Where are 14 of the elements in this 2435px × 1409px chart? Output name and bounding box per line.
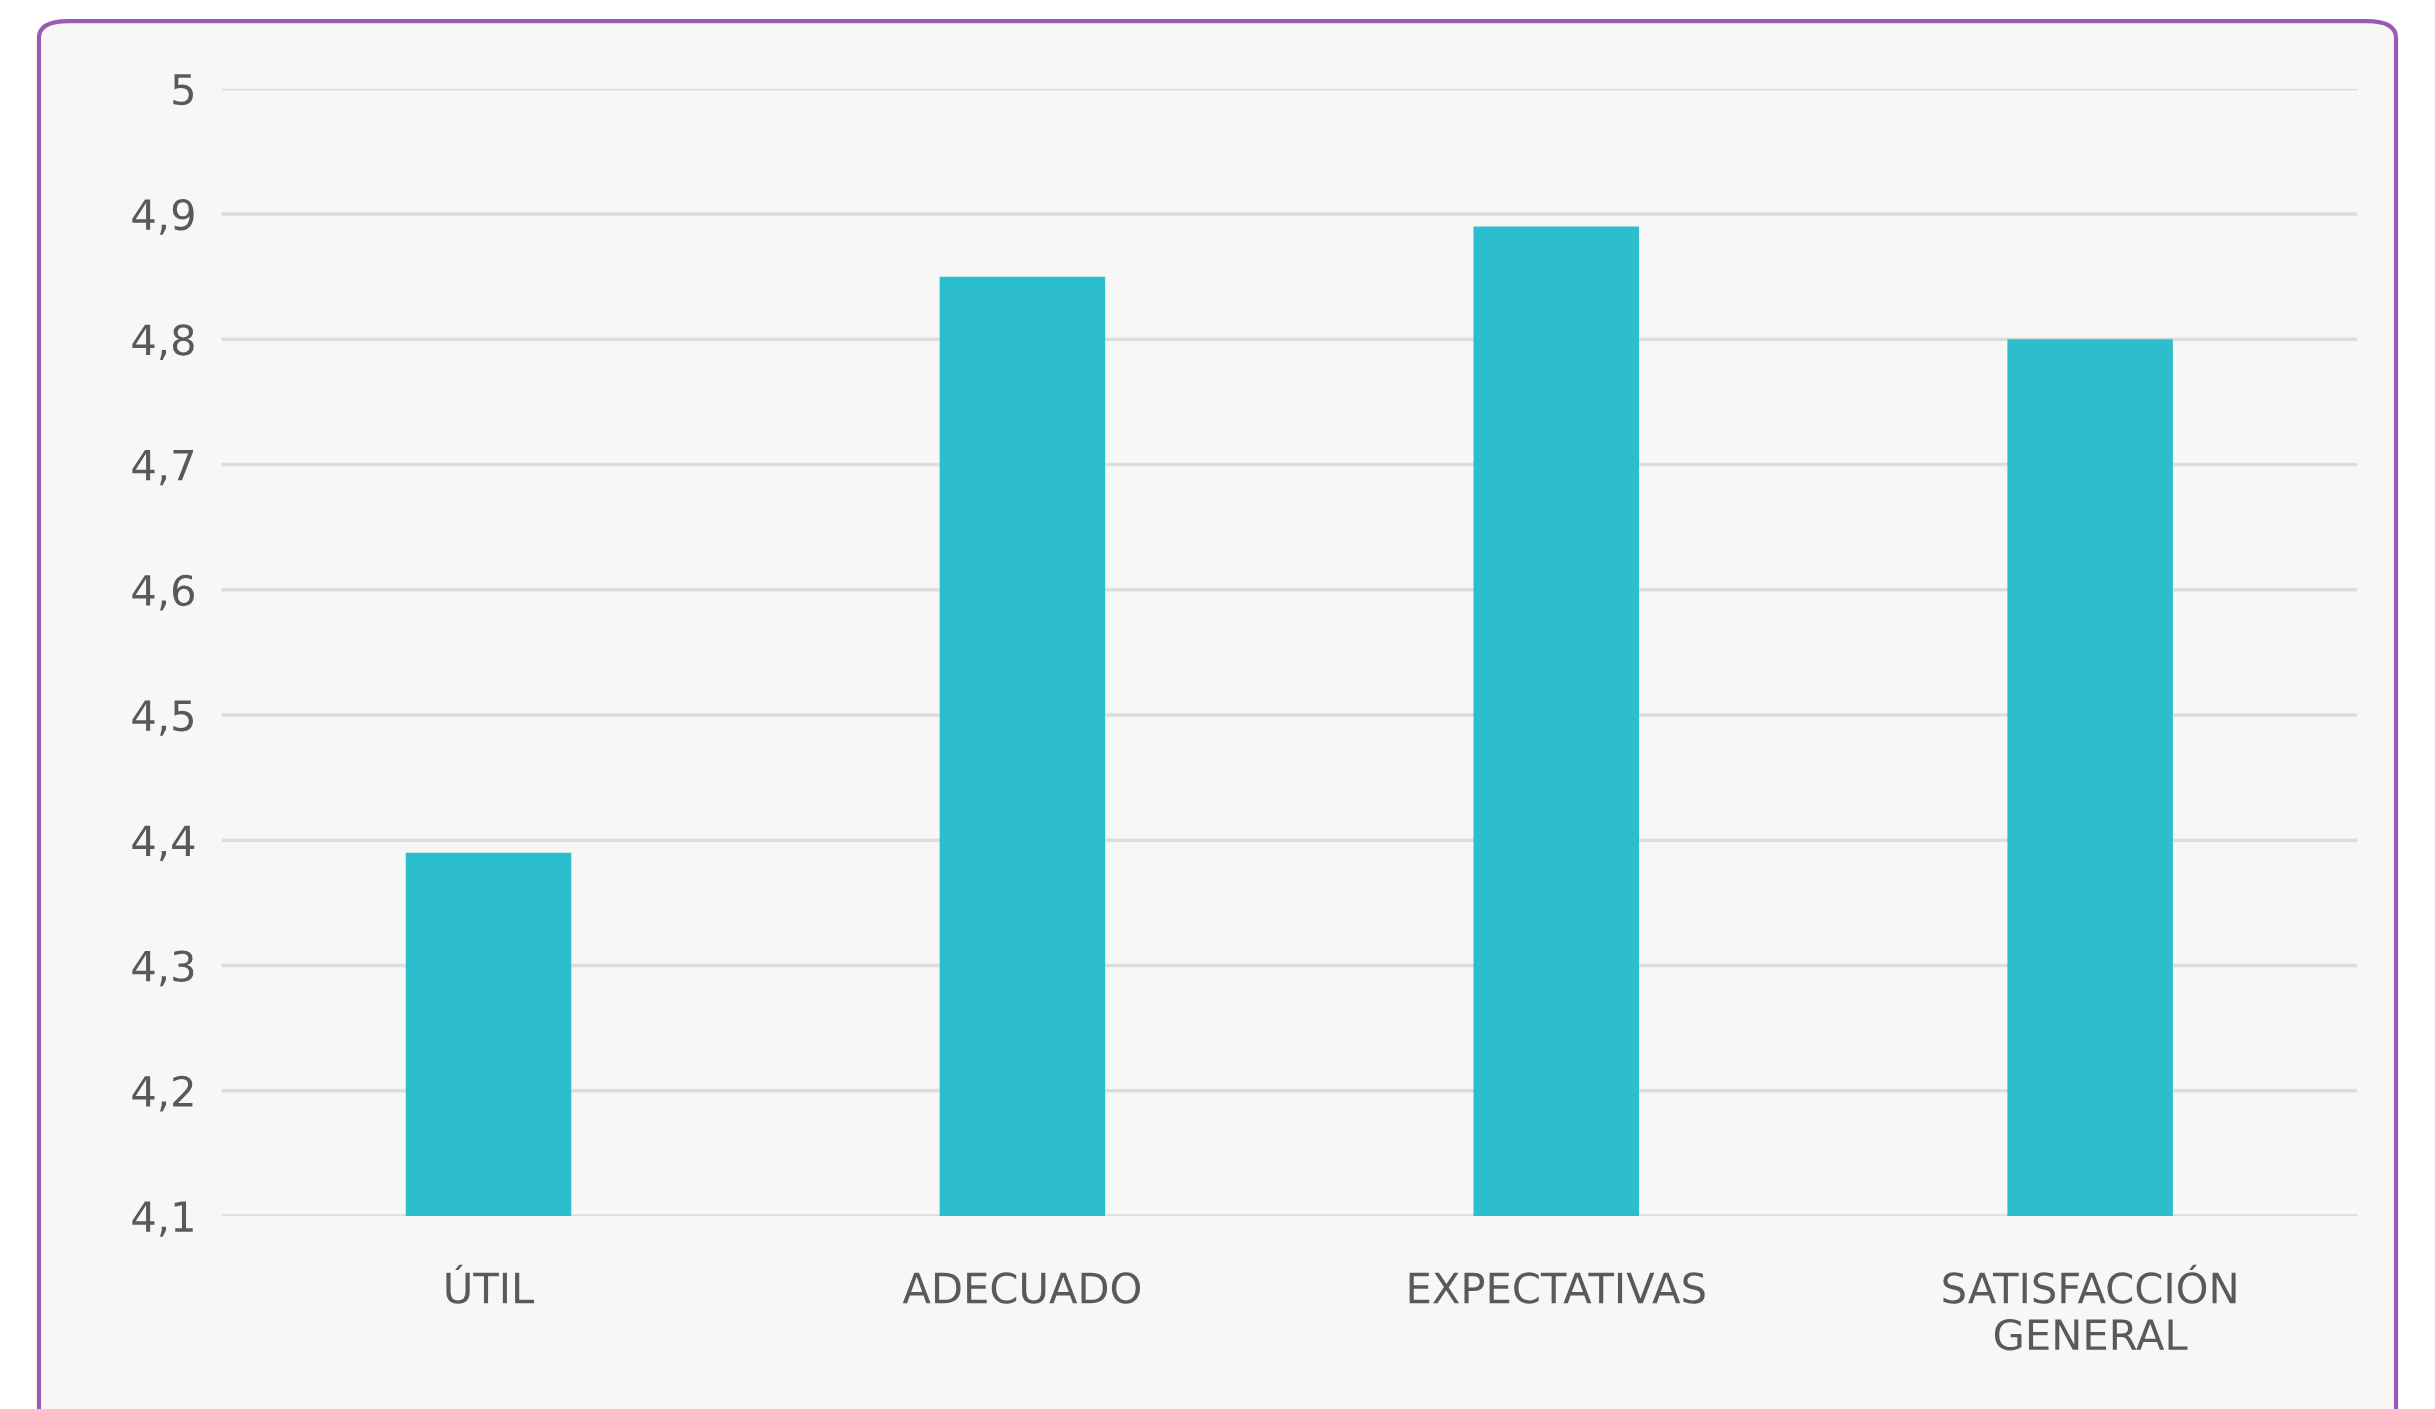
y-tick-label: 5 — [173, 74, 193, 106]
y-tick-label: 4,6 — [132, 574, 194, 611]
x-tick-label: ADECUADO — [902, 1272, 1140, 1304]
y-tick-label: 4,3 — [132, 950, 194, 987]
y-tick-label: 4,1 — [132, 1201, 193, 1237]
x-tick-label: ÚTIL — [446, 1264, 535, 1304]
y-tick-label: 4,5 — [132, 700, 193, 736]
y-tick-label: 4,9 — [132, 198, 194, 235]
y-tick-label: 4,4 — [132, 825, 195, 861]
y-tick-label: 4,7 — [132, 449, 194, 486]
x-tick-label: EXPECTATIVAS — [1409, 1272, 1705, 1304]
y-tick-label: 4,2 — [132, 1075, 193, 1112]
x-tick-label: SATISFACCIÓN GENERAL — [1943, 1264, 2236, 1351]
y-tick-label: 4,8 — [132, 324, 194, 360]
